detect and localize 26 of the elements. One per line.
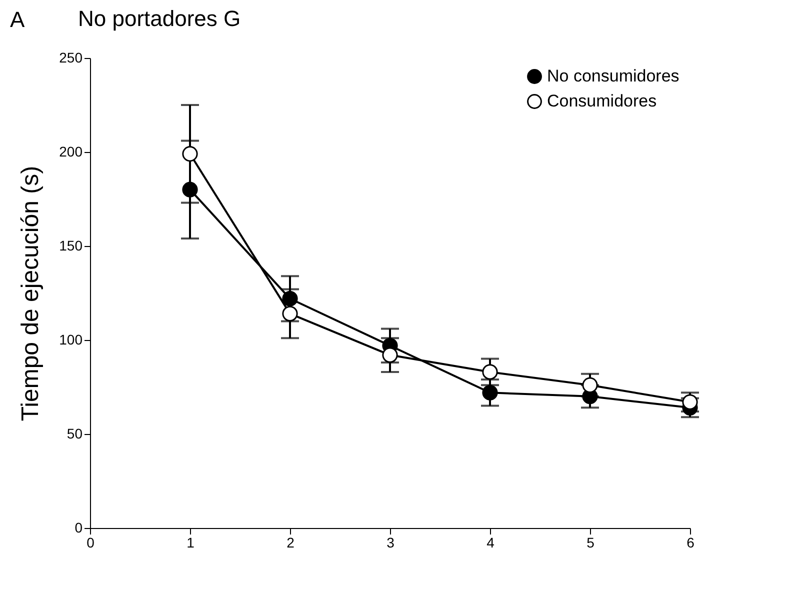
y-tick-label: 50 [66,426,83,442]
y-tick-label: 200 [59,144,83,160]
point [282,290,298,306]
point [482,364,498,380]
text: A [10,7,25,32]
y-tick-label: 250 [59,50,83,66]
x-tick-label: 4 [486,534,495,550]
legend-label: No consumidores [547,66,680,86]
x-tick-label: 1 [186,534,195,550]
point [382,347,398,363]
point [482,384,498,400]
y-tick-label: 0 [74,520,83,536]
chart-title: No portadores G [78,6,241,31]
x-tick-label: 5 [586,534,595,550]
y-axis-title: Tiempo de ejecución (s) [17,166,44,422]
y-tick-label: 100 [59,332,83,348]
x-tick-label: 0 [86,534,95,550]
y-tick-label: 150 [59,238,83,254]
point [182,146,198,162]
x-tick-label: 6 [686,534,695,550]
x-tick-label: 2 [286,534,295,550]
point [582,377,598,393]
x-tick-label: 3 [386,534,395,550]
legend-label: Consumidores [547,92,657,110]
point [282,306,298,322]
point [182,182,198,198]
